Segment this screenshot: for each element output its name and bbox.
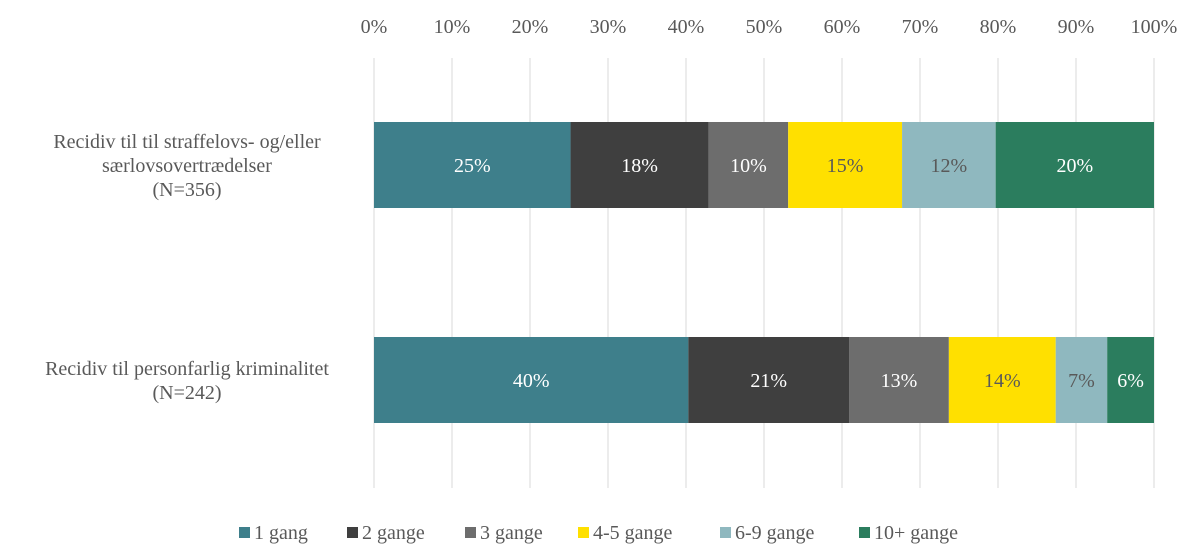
x-tick-label: 0% — [361, 16, 388, 38]
data-label: 13% — [881, 370, 918, 392]
bar-segment — [374, 337, 689, 423]
category-label: (N=356) — [152, 179, 221, 201]
x-tick-label: 90% — [1058, 16, 1095, 38]
category-label: Recidiv til til straffelovs- og/eller — [53, 131, 321, 153]
legend-swatch — [239, 527, 250, 538]
legend-label: 6-9 gange — [735, 522, 815, 544]
bar-segment — [995, 122, 1154, 208]
legend-label: 10+ gange — [874, 522, 958, 544]
data-label: 14% — [984, 370, 1021, 392]
legend-label: 2 gange — [362, 522, 425, 544]
bar-segment — [948, 337, 1056, 423]
category-labels: Recidiv til til straffelovs- og/ellersær… — [45, 131, 329, 404]
x-tick-label: 70% — [902, 16, 939, 38]
legend-label: 3 gange — [480, 522, 543, 544]
data-label: 10% — [730, 155, 767, 177]
bar-segment — [1107, 337, 1154, 423]
legend-label: 1 gang — [254, 522, 308, 544]
category-label: særlovsovertrædelser — [102, 155, 272, 177]
bar-segment — [849, 337, 949, 423]
bar-segment — [688, 337, 850, 423]
category-label: Recidiv til personfarlig kriminalitet — [45, 358, 329, 380]
data-label: 18% — [621, 155, 658, 177]
x-tick-label: 30% — [590, 16, 627, 38]
legend-swatch — [859, 527, 870, 538]
x-tick-label: 20% — [512, 16, 549, 38]
x-tick-label: 10% — [434, 16, 471, 38]
data-label: 21% — [750, 370, 787, 392]
data-label: 20% — [1056, 155, 1093, 177]
legend-swatch — [578, 527, 589, 538]
bar-segment — [1055, 337, 1108, 423]
bar-segment — [902, 122, 996, 208]
data-label: 40% — [513, 370, 550, 392]
category-label: (N=242) — [152, 382, 221, 404]
bar-segment — [788, 122, 903, 208]
x-tick-label: 80% — [980, 16, 1017, 38]
bar-segment — [570, 122, 709, 208]
x-tick-label: 50% — [746, 16, 783, 38]
legend-swatch — [720, 527, 731, 538]
data-label: 6% — [1117, 370, 1144, 392]
legend-swatch — [465, 527, 476, 538]
x-tick-label: 60% — [824, 16, 861, 38]
data-label: 12% — [931, 155, 968, 177]
data-label: 25% — [454, 155, 491, 177]
bar-segment — [708, 122, 789, 208]
legend-label: 4-5 gange — [593, 522, 673, 544]
data-label: 15% — [827, 155, 864, 177]
bar-segment — [374, 122, 571, 208]
bars: 25% 18% 10% 15% 12% 20% 40% 21% 13% 14% 7% 6% — [374, 122, 1154, 423]
x-axis-tick-labels: 0% 10% 20% 30% 40% 50% 60% 70% 80% 90% 100% — [361, 16, 1178, 38]
x-tick-label: 40% — [668, 16, 705, 38]
legend-swatch — [347, 527, 358, 538]
legend: 1 gang 2 gange 3 gange 4-5 gange 6-9 gange 10… — [239, 522, 958, 544]
data-label: 7% — [1068, 370, 1095, 392]
x-tick-label: 100% — [1131, 16, 1178, 38]
